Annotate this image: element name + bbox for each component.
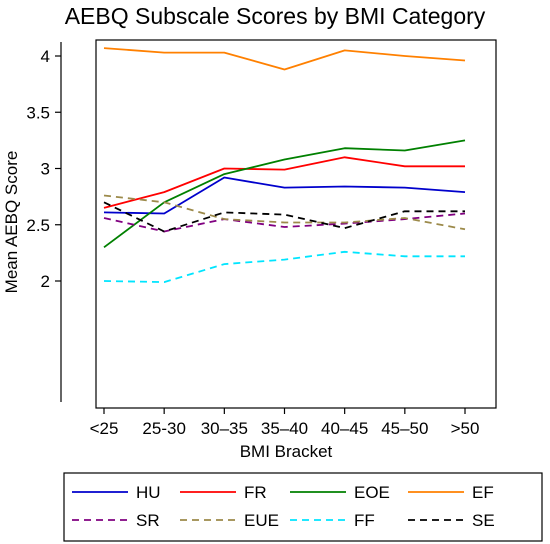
x-axis-label: BMI Bracket — [240, 442, 333, 461]
series-line-se — [103, 201, 465, 233]
x-tick-label: 45–50 — [381, 419, 428, 438]
x-tick-label: 35–40 — [261, 419, 308, 438]
series-line-ff — [103, 250, 465, 284]
y-tick-label: 4 — [41, 47, 50, 66]
x-tick-label: 40–45 — [321, 419, 368, 438]
legend-label-eoe: EOE — [354, 483, 390, 502]
x-tick-label: 25-30 — [142, 419, 185, 438]
y-axis-ticks: 2 2.5 3 3.5 4 — [26, 47, 61, 291]
series-line-hu — [103, 176, 466, 215]
series-line-fr — [103, 156, 465, 209]
legend: HU FR EOE EF SR EUE FF SE — [63, 472, 543, 542]
y-axis-label: Mean AEBQ Score — [2, 151, 21, 294]
legend-label-fr: FR — [244, 483, 267, 502]
y-tick-label: 2.5 — [26, 216, 50, 235]
y-tick-label: 3.5 — [26, 103, 50, 122]
legend-box — [63, 472, 543, 542]
series-line-eue — [103, 194, 466, 231]
series-line-ef — [103, 47, 466, 71]
legend-label-se: SE — [472, 511, 495, 530]
legend-label-eue: EUE — [244, 511, 279, 530]
legend-label-ff: FF — [354, 511, 375, 530]
legend-label-sr: SR — [136, 511, 160, 530]
legend-label-hu: HU — [136, 483, 161, 502]
y-tick-label: 2 — [41, 272, 50, 291]
chart-title: AEBQ Subscale Scores by BMI Category — [65, 3, 486, 29]
plot-frame — [95, 39, 497, 409]
x-axis-ticks: <25 25-30 30–35 35–40 40–45 45–50 >50 — [90, 408, 480, 438]
x-tick-label: >50 — [451, 419, 480, 438]
x-tick-label: 30–35 — [201, 419, 248, 438]
y-tick-label: 3 — [41, 160, 50, 179]
legend-label-ef: EF — [472, 483, 494, 502]
x-tick-label: <25 — [90, 419, 119, 438]
series-lines — [103, 47, 466, 284]
